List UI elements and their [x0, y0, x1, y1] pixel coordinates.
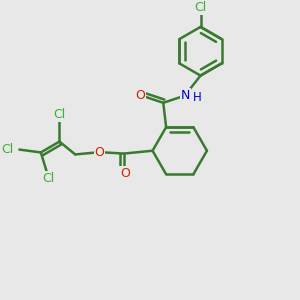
Text: O: O — [135, 89, 145, 102]
Text: H: H — [192, 91, 201, 103]
Text: Cl: Cl — [53, 108, 66, 122]
Text: O: O — [120, 167, 130, 180]
Text: Cl: Cl — [194, 1, 207, 14]
Text: O: O — [94, 146, 104, 159]
Text: Cl: Cl — [1, 143, 13, 156]
Text: Cl: Cl — [42, 172, 55, 185]
Text: N: N — [181, 89, 190, 102]
